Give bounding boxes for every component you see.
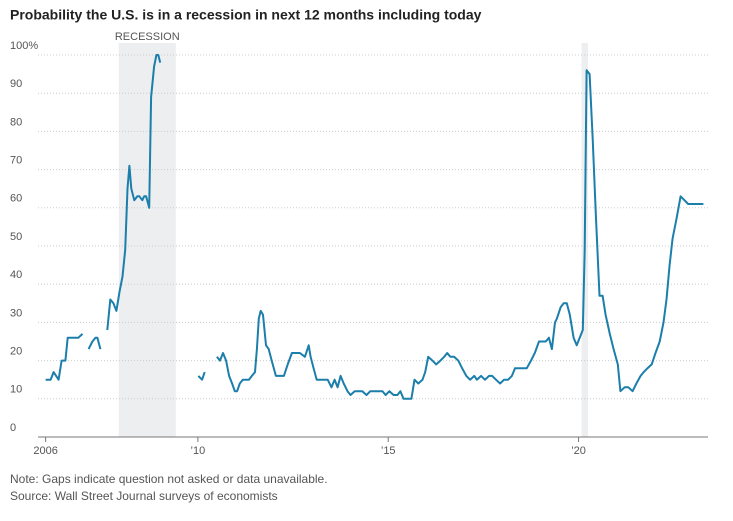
y-tick-label: 90 [10, 78, 22, 90]
y-tick-label: 20 [10, 346, 22, 358]
x-tick-label: ’10 [191, 445, 206, 457]
y-tick-label: 100% [10, 40, 38, 52]
y-tick-label: 10 [10, 384, 22, 396]
note: Note: Gaps indicate question not asked o… [10, 472, 328, 486]
recession-band [118, 43, 176, 437]
y-tick-label: 0 [10, 422, 16, 434]
x-tick-label: ’15 [381, 445, 396, 457]
y-tick-label: 30 [10, 307, 22, 319]
y-tick-label: 60 [10, 193, 22, 205]
x-tick-label: ’20 [571, 445, 586, 457]
recession-label: RECESSION [115, 31, 180, 43]
y-tick-label: 40 [10, 269, 22, 281]
chart-title: Probability the U.S. is in a recession i… [10, 7, 482, 23]
y-tick-label: 70 [10, 155, 22, 167]
source: Source: Wall Street Journal surveys of e… [10, 489, 278, 503]
y-tick-label: 80 [10, 116, 22, 128]
y-tick-label: 50 [10, 231, 22, 243]
x-tick-label: 2006 [33, 445, 57, 457]
data-line [45, 54, 704, 400]
